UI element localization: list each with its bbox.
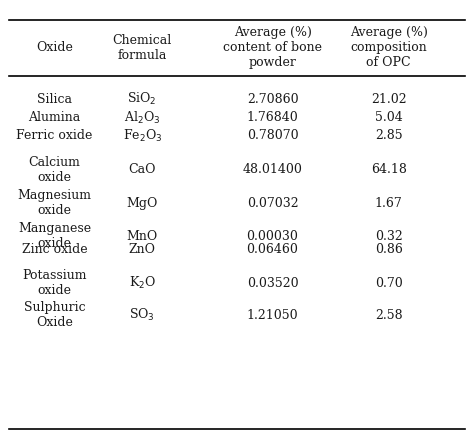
Text: CaO: CaO <box>128 163 156 176</box>
Text: MnO: MnO <box>127 230 158 243</box>
Text: 5.04: 5.04 <box>375 111 402 124</box>
Text: Zinc oxide: Zinc oxide <box>22 243 87 256</box>
Text: Al$_2$O$_3$: Al$_2$O$_3$ <box>124 109 160 126</box>
Text: 0.03520: 0.03520 <box>247 277 298 290</box>
Text: Manganese
oxide: Manganese oxide <box>18 222 91 250</box>
Text: Potassium
oxide: Potassium oxide <box>22 270 87 297</box>
Text: 0.06460: 0.06460 <box>246 243 299 256</box>
Text: ZnO: ZnO <box>129 243 155 256</box>
Text: Magnesium
oxide: Magnesium oxide <box>18 189 91 217</box>
Text: 1.67: 1.67 <box>375 197 402 210</box>
Text: 64.18: 64.18 <box>371 163 407 176</box>
Text: 0.07032: 0.07032 <box>247 197 298 210</box>
Text: SO$_3$: SO$_3$ <box>129 307 155 323</box>
Text: 21.02: 21.02 <box>371 93 407 106</box>
Text: 48.01400: 48.01400 <box>243 163 302 176</box>
Text: Alumina: Alumina <box>28 111 81 124</box>
Text: 0.32: 0.32 <box>375 230 402 243</box>
Text: Average (%)
composition
of OPC: Average (%) composition of OPC <box>350 26 428 69</box>
Text: 2.85: 2.85 <box>375 129 402 142</box>
Text: Silica: Silica <box>37 93 72 106</box>
Text: 2.58: 2.58 <box>375 309 402 322</box>
Text: Fe$_2$O$_3$: Fe$_2$O$_3$ <box>122 128 162 144</box>
Text: MgO: MgO <box>127 197 158 210</box>
Text: 0.00030: 0.00030 <box>246 230 299 243</box>
Text: SiO$_2$: SiO$_2$ <box>128 91 157 108</box>
Text: Sulphuric
Oxide: Sulphuric Oxide <box>24 301 85 329</box>
Text: Chemical
formula: Chemical formula <box>112 34 172 62</box>
Text: 0.70: 0.70 <box>375 277 402 290</box>
Text: Calcium
oxide: Calcium oxide <box>28 156 81 184</box>
Text: 1.76840: 1.76840 <box>246 111 299 124</box>
Text: 0.86: 0.86 <box>375 243 402 256</box>
Text: Average (%)
content of bone
powder: Average (%) content of bone powder <box>223 26 322 69</box>
Text: 2.70860: 2.70860 <box>247 93 298 106</box>
Text: Ferric oxide: Ferric oxide <box>16 129 93 142</box>
Text: Oxide: Oxide <box>36 41 73 54</box>
Text: 1.21050: 1.21050 <box>247 309 298 322</box>
Text: K$_2$O: K$_2$O <box>129 275 155 292</box>
Text: 0.78070: 0.78070 <box>247 129 298 142</box>
